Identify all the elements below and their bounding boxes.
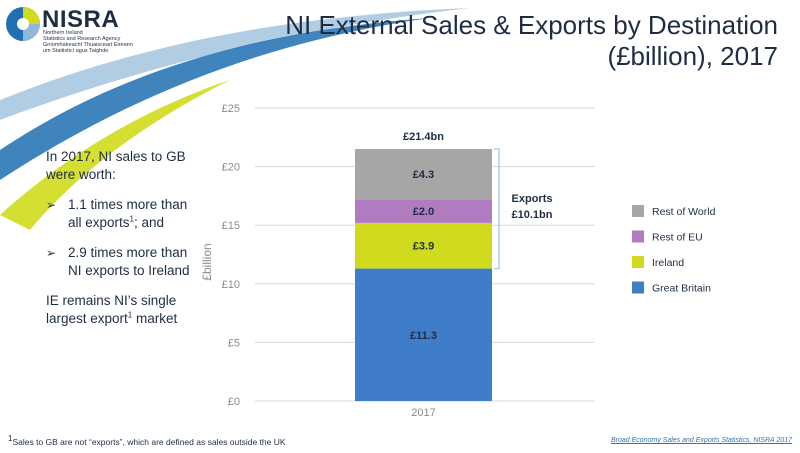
bullet-1-tail: ; and xyxy=(133,215,165,230)
y-tick-label: £10 xyxy=(222,279,240,291)
legend-swatch xyxy=(632,281,644,294)
swoosh-yellow xyxy=(0,80,230,230)
arrow-bullet-icon: ➢ xyxy=(46,198,57,212)
footnote-sup: 1 xyxy=(8,434,13,444)
bar-segment xyxy=(355,222,492,269)
legend-label: Great Britain xyxy=(652,283,711,295)
footnote-text: Sales to GB are not “exports”, which are… xyxy=(12,437,286,447)
legend-swatch xyxy=(632,256,644,268)
y-tick-label: £0 xyxy=(228,396,240,408)
x-tick-label: 2017 xyxy=(411,407,435,419)
y-axis-label: £billion xyxy=(200,243,214,280)
bar-segment xyxy=(355,149,492,200)
logo-sub-line: Gníomhaireacht Thuaisceart Éireann xyxy=(43,42,133,48)
logo-subtitle: Northern Ireland Statistics and Research… xyxy=(43,30,143,54)
source-link[interactable]: Broad Economy Sales and Exports Statisti… xyxy=(610,437,792,444)
data-label: £2.0 xyxy=(413,206,434,218)
logo-name: NISRA xyxy=(42,6,120,33)
page-title: NI External Sales & Exports by Destinati… xyxy=(258,10,778,72)
total-label: £21.4bn xyxy=(403,131,444,143)
summary-closing: IE remains NI’s single largest export1 m… xyxy=(46,292,196,328)
bullet-1-text: 1.1 times more than all exports xyxy=(68,197,188,230)
footnote: 1Sales to GB are not “exports”, which ar… xyxy=(8,434,286,447)
legend-label: Rest of World xyxy=(652,206,716,218)
exports-annotation-line2: £10.1bn xyxy=(512,209,553,221)
y-tick-label: £5 xyxy=(228,337,240,349)
logo-sub-line: um Staitisticí agus Taighde xyxy=(43,48,109,54)
closing-text: IE remains NI’s single largest export xyxy=(46,293,177,326)
title-line-1: NI External Sales & Exports by Destinati… xyxy=(285,10,778,40)
closing-tail: market xyxy=(132,311,178,326)
y-tick-label: £25 xyxy=(222,103,240,115)
summary-text: In 2017, NI sales to GB were worth: ➢ 1.… xyxy=(46,148,196,340)
summary-bullet-2: ➢ 2.9 times more than NI exports to Irel… xyxy=(46,244,196,280)
legend-swatch xyxy=(632,230,644,243)
exports-bracket xyxy=(494,148,500,270)
arrow-bullet-icon: ➢ xyxy=(46,246,57,260)
logo-sub-line: Statistics and Research Agency xyxy=(43,36,121,42)
bar-segment xyxy=(355,199,492,223)
data-label: £3.9 xyxy=(413,241,434,253)
exports-annotation-line1: Exports xyxy=(512,193,553,205)
closing-sup: 1 xyxy=(127,310,133,320)
y-tick-label: £20 xyxy=(222,162,240,174)
summary-intro: In 2017, NI sales to GB were worth: xyxy=(46,149,186,182)
bullet-2-text: 2.9 times more than NI exports to Irelan… xyxy=(68,245,190,278)
legend-label: Ireland xyxy=(652,257,684,269)
summary-bullet-1: ➢ 1.1 times more than all exports1; and xyxy=(46,196,196,232)
data-label: £4.3 xyxy=(413,169,434,181)
nisra-logo-icon xyxy=(6,7,40,41)
title-line-2: (£billion), 2017 xyxy=(607,41,778,71)
bar-segment xyxy=(355,268,492,401)
legend-swatch xyxy=(632,205,644,217)
bullet-1-sup: 1 xyxy=(129,214,134,224)
data-label: £11.3 xyxy=(410,330,437,342)
nisra-logo: NISRA Northern Ireland Statistics and Re… xyxy=(0,0,140,54)
y-tick-label: £15 xyxy=(222,220,240,232)
legend-label: Rest of EU xyxy=(652,232,703,244)
logo-sub-line: Northern Ireland xyxy=(43,30,83,36)
